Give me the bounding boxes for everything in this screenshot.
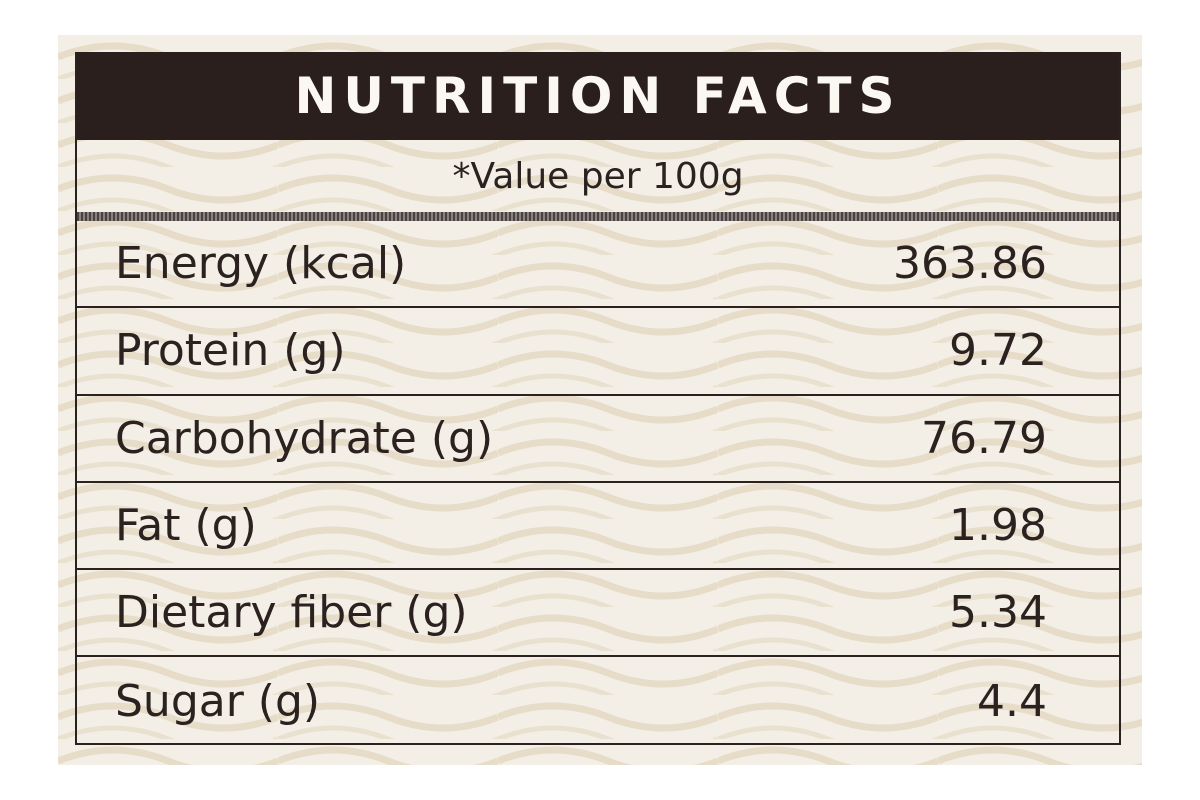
nutrient-row: Dietary fiber (g) 5.34 — [77, 570, 1119, 658]
nutrient-name: Protein (g) — [115, 325, 346, 377]
nutrient-name: Carbohydrate (g) — [115, 412, 494, 464]
nutrient-name: Energy (kcal) — [115, 238, 407, 290]
nutrient-value: 76.79 — [921, 412, 1047, 464]
nutrient-name: Dietary fiber (g) — [115, 587, 468, 639]
nutrient-name: Sugar (g) — [115, 675, 321, 727]
title: NUTRITION FACTS — [77, 52, 1119, 140]
nutrient-row: Carbohydrate (g) 76.79 — [77, 396, 1119, 483]
nutrient-table: Energy (kcal) 363.86 Protein (g) 9.72 Carboh… — [77, 221, 1119, 745]
nutrient-value: 1.98 — [949, 500, 1047, 552]
nutrient-value: 363.86 — [893, 238, 1047, 290]
nutrient-row: Fat (g) 1.98 — [77, 483, 1119, 571]
nutrient-value: 9.72 — [949, 325, 1047, 377]
subtitle: *Value per 100g — [452, 155, 744, 197]
table-frame: NUTRITION FACTS *Value per 100g Energy (… — [75, 52, 1121, 745]
nutrition-label: NUTRITION FACTS *Value per 100g Energy (… — [58, 35, 1142, 765]
nutrient-row: Energy (kcal) 363.86 — [77, 221, 1119, 309]
wave-pattern — [58, 35, 1142, 765]
nutrient-row: Protein (g) 9.72 — [77, 308, 1119, 396]
separator — [77, 212, 1119, 221]
nutrient-value: 4.4 — [977, 675, 1047, 727]
nutrient-name: Fat (g) — [115, 500, 257, 552]
nutrient-row: Sugar (g) 4.4 — [77, 657, 1119, 744]
nutrient-value: 5.34 — [949, 587, 1047, 639]
